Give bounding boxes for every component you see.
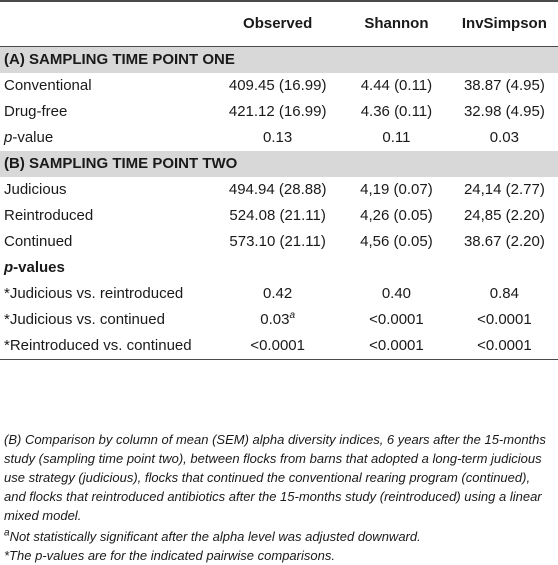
- invsimpson-cell: 24,85 (2.20): [463, 207, 545, 224]
- pvalue-label: p-value: [0, 125, 213, 151]
- shannon-cell: 4,19 (0.07): [360, 181, 433, 198]
- observed-cell: 409.45 (16.99): [228, 77, 327, 94]
- row-label: Judicious: [4, 181, 67, 198]
- table-row: Conventional 409.45 (16.99) 4.44 (0.11) …: [0, 73, 558, 99]
- pvalue-row: p-value 0.13 0.11 0.03: [0, 125, 558, 151]
- invsimpson-cell: 0.84: [489, 285, 519, 302]
- header-invsimpson: InvSimpson: [461, 15, 547, 32]
- row-label: Conventional: [4, 77, 92, 94]
- table-row: Judicious 494.94 (28.88) 4,19 (0.07) 24,…: [0, 177, 558, 203]
- observed-cell: 0.42: [263, 285, 293, 302]
- pvalue-suffix: -value: [12, 129, 54, 146]
- footnote-a-text: Not statistically significant after the …: [9, 529, 421, 544]
- table-caption: (B) Comparison by column of mean (SEM) a…: [4, 432, 546, 523]
- section-b-title: (B) SAMPLING TIME POINT TWO: [0, 151, 558, 177]
- header-shannon: Shannon: [364, 15, 429, 32]
- shannon-cell: 4.44 (0.11): [360, 77, 433, 94]
- shannon-cell: 4,26 (0.05): [360, 207, 433, 224]
- section-a-title: (A) SAMPLING TIME POINT ONE: [0, 46, 558, 73]
- shannon-cell: 4.36 (0.11): [360, 103, 433, 120]
- row-label: Drug-free: [4, 103, 68, 120]
- section-a-heading: (A) SAMPLING TIME POINT ONE: [0, 46, 558, 73]
- observed-value: 0.03: [260, 311, 290, 328]
- table-header-row: Observed Shannon InvSimpson: [0, 1, 558, 47]
- invsimpson-cell: <0.0001: [477, 311, 532, 328]
- comparison-label: *Judicious vs. continued: [4, 311, 165, 328]
- pvalues-suffix: -values: [13, 259, 65, 276]
- invsimpson-cell: 32.98 (4.95): [463, 103, 545, 120]
- comparison-row: *Reintroduced vs. continued <0.0001 <0.0…: [0, 333, 558, 360]
- observed-cell: 0.13: [263, 129, 293, 146]
- comparison-row: *Judicious vs. continued 0.03a <0.0001 <…: [0, 307, 558, 333]
- comparison-label: *Judicious vs. reintroduced: [4, 285, 184, 302]
- table-row: Reintroduced 524.08 (21.11) 4,26 (0.05) …: [0, 203, 558, 229]
- shannon-cell: 0.40: [381, 285, 412, 302]
- observed-cell: 573.10 (21.11): [229, 233, 326, 250]
- header-observed: Observed: [243, 15, 313, 32]
- observed-cell: <0.0001: [250, 337, 305, 354]
- p-italic: p: [4, 259, 14, 276]
- shannon-cell: 0.11: [382, 129, 411, 146]
- shannon-cell: 4,56 (0.05): [360, 233, 433, 250]
- pvalues-heading: p-values: [0, 255, 558, 281]
- table-footnotes: (B) Comparison by column of mean (SEM) a…: [4, 430, 554, 565]
- observed-cell: 421.12 (16.99): [228, 103, 327, 120]
- table-row: Continued 573.10 (21.11) 4,56 (0.05) 38.…: [0, 229, 558, 255]
- row-label: Continued: [4, 233, 73, 250]
- section-b-heading: (B) SAMPLING TIME POINT TWO: [0, 151, 558, 177]
- alpha-diversity-table: Observed Shannon InvSimpson (A) SAMPLING…: [0, 1, 558, 360]
- shannon-cell: <0.0001: [369, 337, 424, 354]
- invsimpson-cell: 38.87 (4.95): [463, 77, 545, 94]
- invsimpson-cell: <0.0001: [477, 337, 532, 354]
- invsimpson-cell: 0.03: [489, 129, 519, 146]
- footnote-a: aNot statistically significant after the…: [4, 527, 554, 546]
- header-blank: [0, 1, 213, 47]
- observed-cell: 494.94 (28.88): [228, 181, 327, 198]
- invsimpson-cell: 24,14 (2.77): [463, 181, 545, 198]
- footnote-marker-a: a: [289, 310, 296, 321]
- pvalues-heading-row: p-values: [0, 255, 558, 281]
- observed-cell: 524.08 (21.11): [229, 207, 326, 224]
- footnote-star: *The p-values are for the indicated pair…: [4, 548, 335, 563]
- observed-cell: 0.03a: [213, 307, 342, 333]
- p-italic: p: [4, 129, 13, 146]
- row-label: Reintroduced: [4, 207, 94, 224]
- invsimpson-cell: 38.67 (2.20): [463, 233, 545, 250]
- table-row: Drug-free 421.12 (16.99) 4.36 (0.11) 32.…: [0, 99, 558, 125]
- comparison-row: *Judicious vs. reintroduced 0.42 0.40 0.…: [0, 281, 558, 307]
- shannon-cell: <0.0001: [369, 311, 424, 328]
- comparison-label: *Reintroduced vs. continued: [4, 337, 192, 354]
